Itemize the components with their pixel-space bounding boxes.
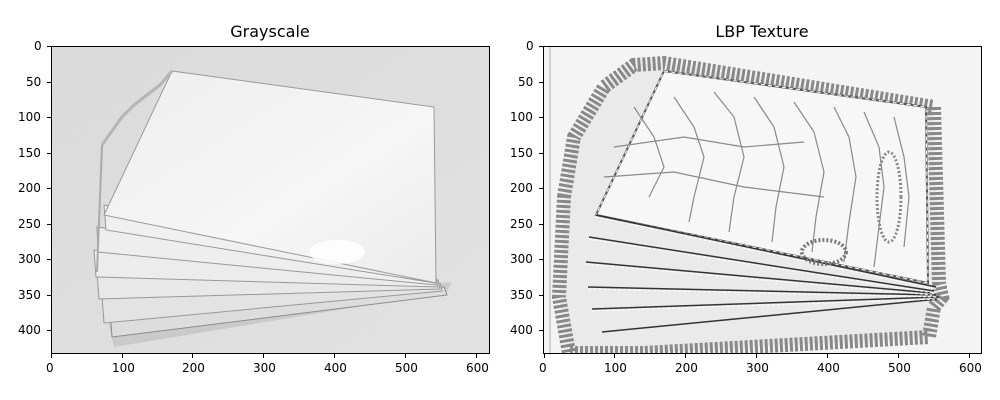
y-tick-label: 150 [510,146,533,160]
x-tick-label: 100 [604,361,627,375]
x-tick-label: 0 [46,361,54,375]
y-tick-label: 250 [510,217,533,231]
y-tick-label: 350 [18,288,41,302]
lbp-title: LBP Texture [715,22,809,41]
x-tick-label: 300 [746,361,769,375]
x-tick-label: 300 [253,361,276,375]
x-tick-label: 0 [539,361,547,375]
y-tick-label: 350 [510,288,533,302]
x-tick-label: 100 [112,361,135,375]
y-tick-label: 250 [18,217,41,231]
x-tick-label: 500 [395,361,418,375]
y-tick-label: 150 [18,146,41,160]
y-tick-label: 300 [18,252,41,266]
x-tick-label: 400 [817,361,840,375]
x-tick-label: 200 [182,361,205,375]
y-tick-label: 0 [526,39,534,53]
grayscale-image [51,46,490,354]
y-tick-label: 100 [510,110,533,124]
lbp-image [543,46,982,354]
y-tick-label: 300 [510,252,533,266]
x-tick-label: 600 [466,361,489,375]
y-tick-label: 0 [34,39,42,53]
grayscale-title: Grayscale [230,22,310,41]
y-tick-label: 50 [518,75,534,89]
x-tick-label: 400 [324,361,347,375]
x-tick-label: 200 [675,361,698,375]
x-tick-label: 600 [959,361,982,375]
y-tick-label: 200 [18,181,41,195]
y-tick-label: 400 [18,323,41,337]
y-tick-label: 200 [510,181,533,195]
y-tick-label: 100 [18,110,41,124]
x-tick-label: 500 [888,361,911,375]
y-tick-label: 400 [510,323,533,337]
y-tick-label: 50 [26,75,42,89]
